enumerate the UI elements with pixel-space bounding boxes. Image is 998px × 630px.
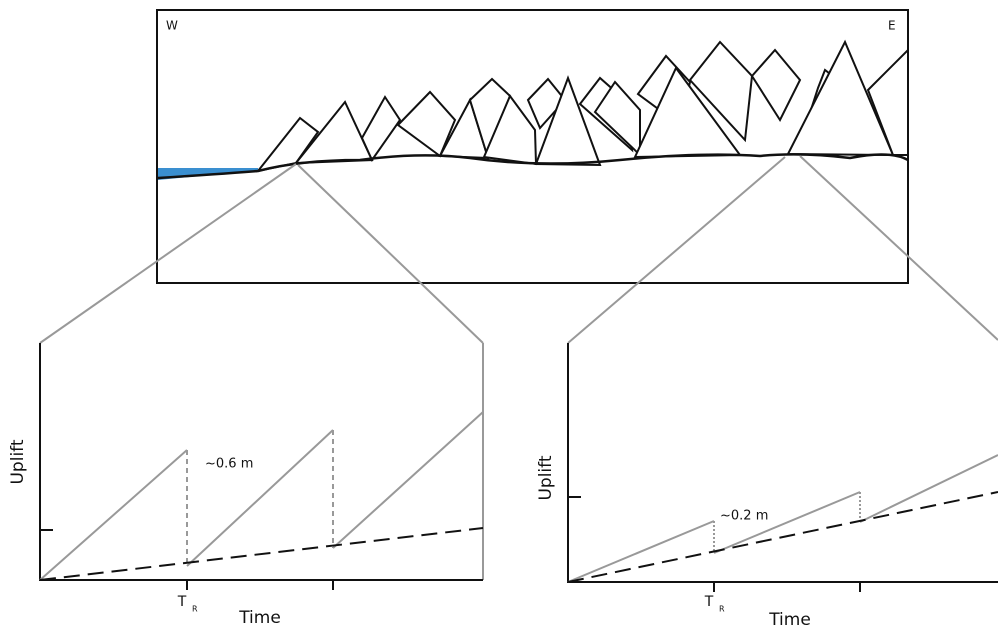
panel-left: Uplift Time T R ~0.6 m bbox=[8, 343, 484, 628]
recurrence-label: T bbox=[177, 594, 187, 610]
panel-right: Uplift Time T R ~0.2 m bbox=[536, 343, 998, 630]
uplift-sawtooth bbox=[567, 454, 998, 583]
recurrence-label: T bbox=[704, 594, 714, 610]
annotation: ~0.6 m bbox=[205, 457, 253, 472]
zoom-lines bbox=[39, 155, 998, 344]
recurrence-subscript: R bbox=[192, 605, 198, 614]
trend-line bbox=[39, 527, 484, 581]
annotation: ~0.2 m bbox=[720, 509, 768, 524]
ground-surface bbox=[157, 153, 909, 180]
uplift-sawtooth bbox=[39, 411, 484, 581]
coseismic-drop bbox=[713, 492, 861, 553]
recurrence-subscript: R bbox=[719, 605, 725, 614]
west-label: W bbox=[166, 19, 178, 33]
coseismic-drop bbox=[186, 430, 334, 566]
y-axis-label: Uplift bbox=[536, 455, 556, 500]
cross-section: W E bbox=[156, 9, 909, 284]
x-axis-label: Time bbox=[768, 610, 811, 630]
mountains bbox=[255, 39, 909, 173]
east-label: E bbox=[888, 19, 896, 33]
x-axis-label: Time bbox=[238, 608, 281, 628]
trend-line bbox=[567, 491, 998, 583]
y-axis-label: Uplift bbox=[8, 439, 28, 484]
